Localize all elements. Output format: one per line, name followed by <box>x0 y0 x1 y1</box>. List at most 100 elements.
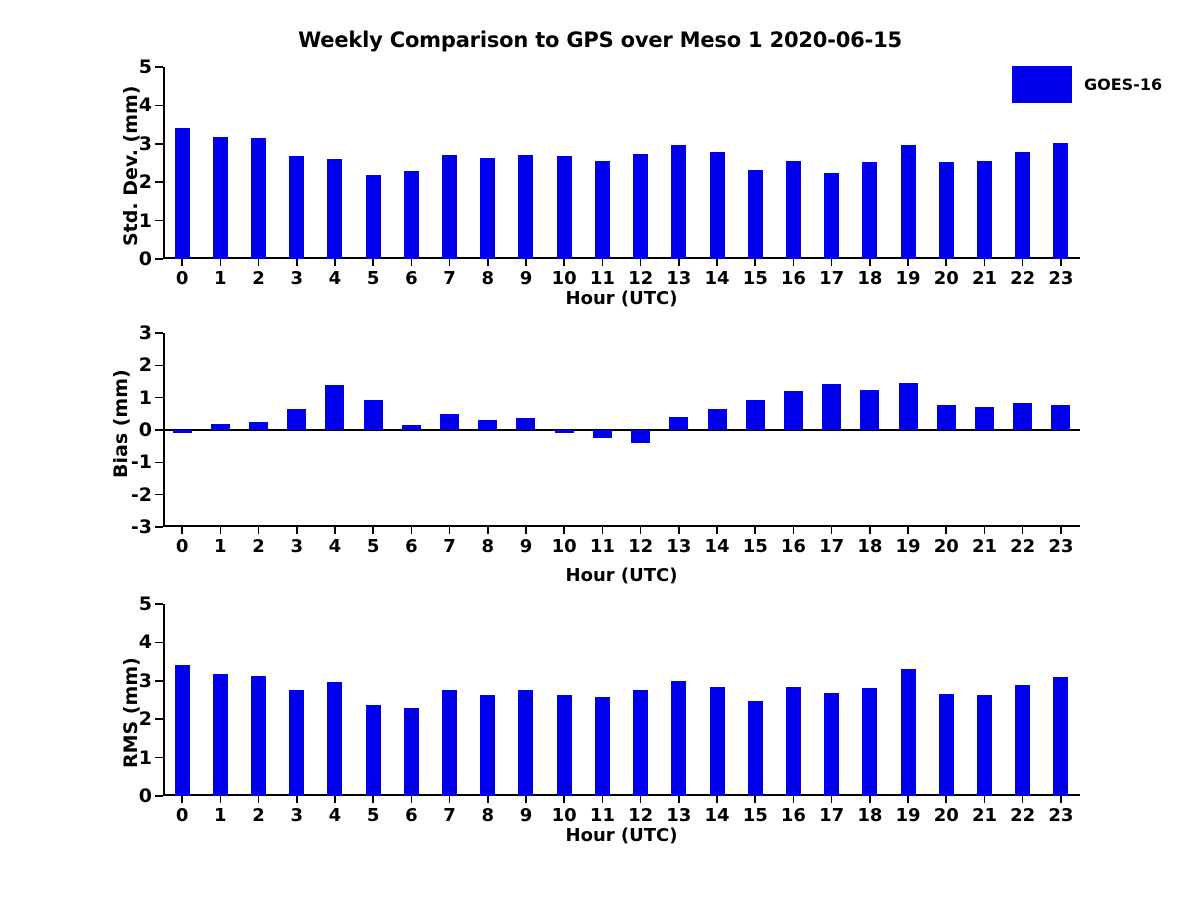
x-tick-label: 5 <box>366 805 380 826</box>
x-tick <box>678 796 680 803</box>
x-tick <box>678 259 680 266</box>
x-tick <box>601 527 604 534</box>
bar <box>403 707 419 796</box>
plot-area-bias: -3 -2 -1 0 1 2 3 0 1 2 3 4 5 6 7 8 9 10 11 12 13 14 15 16 17 18 1… <box>131 322 1080 557</box>
bar <box>325 384 345 430</box>
bar <box>287 408 307 430</box>
x-tick-label: 4 <box>328 805 342 826</box>
x-tick <box>1021 796 1024 803</box>
x-tick <box>869 527 871 534</box>
bar <box>976 694 992 796</box>
y-tick-label: 0 <box>138 419 152 441</box>
y-axis-label-bias: Bias (mm) <box>110 369 132 478</box>
x-tick-label: 2 <box>252 805 265 826</box>
y-tick-label: 2 <box>138 708 152 731</box>
page-title: Weekly Comparison to GPS over Meso 1 202… <box>298 28 902 52</box>
x-tick <box>716 796 718 803</box>
x-tick-label: 7 <box>443 536 456 557</box>
bar <box>174 665 190 796</box>
bar <box>556 694 572 796</box>
x-tick-label: 6 <box>405 536 418 557</box>
legend-label-goes16: GOES-16 <box>1084 75 1163 94</box>
x-tick-label: 1 <box>214 268 227 289</box>
bar <box>212 673 228 796</box>
x-tick-label: 10 <box>551 805 577 826</box>
x-tick-label: 22 <box>1010 805 1036 826</box>
y-tick <box>155 526 163 528</box>
x-tick <box>830 259 833 266</box>
y-tick <box>155 258 163 260</box>
y-tick-label: 3 <box>138 322 152 344</box>
bar <box>631 430 651 443</box>
bar <box>251 675 267 796</box>
x-tick-label: 1 <box>214 805 227 826</box>
bar <box>633 689 649 796</box>
bar <box>898 383 918 430</box>
x-tick <box>716 259 718 266</box>
bar <box>936 405 956 430</box>
x-tick-label: 9 <box>519 268 533 289</box>
x-tick <box>1060 527 1062 534</box>
x-tick-label: 14 <box>704 268 730 289</box>
bar <box>938 161 954 259</box>
x-tick-label: 7 <box>443 805 456 826</box>
y-axis-label-rms: RMS (mm) <box>120 657 142 768</box>
bar <box>1053 676 1069 796</box>
x-tick-label: 19 <box>895 268 921 289</box>
y-tick <box>155 493 163 496</box>
x-tick-label: 19 <box>895 805 921 826</box>
x-tick-label: 6 <box>405 805 418 826</box>
x-tick <box>639 796 642 803</box>
y-axis-line-std-dev <box>163 67 165 259</box>
bar <box>403 171 419 259</box>
x-tick-label: 5 <box>366 268 380 289</box>
x-tick-label: 11 <box>589 805 615 826</box>
x-tick <box>295 527 298 534</box>
x-tick <box>983 796 986 803</box>
x-tick <box>181 796 183 803</box>
y-tick <box>155 641 163 644</box>
bar <box>365 174 381 259</box>
x-tick-label: 14 <box>704 805 730 826</box>
x-tick-label: 15 <box>742 536 768 557</box>
x-tick-label: 16 <box>780 805 806 826</box>
x-tick <box>754 796 757 803</box>
x-tick <box>1021 527 1024 534</box>
bar <box>289 156 305 259</box>
x-tick <box>257 796 260 803</box>
y-tick <box>155 680 163 682</box>
x-tick-label: 16 <box>780 268 806 289</box>
x-tick <box>830 527 833 534</box>
x-tick <box>295 259 298 266</box>
x-tick-label: 23 <box>1048 536 1074 557</box>
x-tick <box>907 527 909 534</box>
x-tick-label: 6 <box>405 268 418 289</box>
x-tick-label: 0 <box>175 805 189 826</box>
x-tick <box>181 259 183 266</box>
bar <box>900 144 916 259</box>
y-tick <box>155 603 163 605</box>
x-tick-label: 11 <box>589 268 615 289</box>
x-tick-label: 17 <box>819 268 845 289</box>
zero-reference-line-bias <box>163 429 1080 431</box>
y-tick <box>155 396 163 399</box>
x-tick <box>486 796 489 803</box>
x-tick-label: 18 <box>857 268 883 289</box>
y-tick <box>155 795 163 797</box>
bar <box>860 389 880 430</box>
x-tick-label: 18 <box>857 805 883 826</box>
x-tick <box>334 527 336 534</box>
bar <box>518 154 534 259</box>
x-tick <box>525 527 527 534</box>
bar <box>556 156 572 259</box>
bar <box>212 136 228 259</box>
bar <box>401 425 421 430</box>
x-tick <box>448 527 451 534</box>
bar <box>633 153 649 259</box>
bar <box>747 170 763 259</box>
x-tick-label: 18 <box>857 536 883 557</box>
x-tick <box>907 796 909 803</box>
x-tick <box>334 796 336 803</box>
bar <box>174 128 190 259</box>
